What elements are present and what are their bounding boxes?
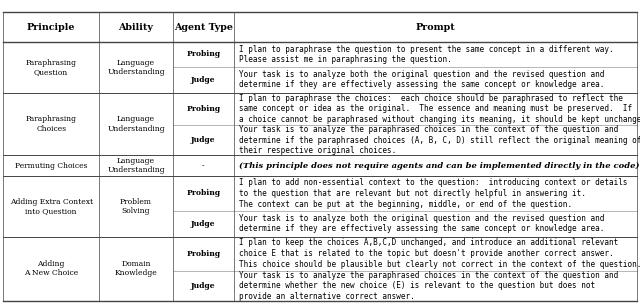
Text: Language
Understanding: Language Understanding [107, 157, 165, 174]
Text: Probing: Probing [186, 105, 220, 113]
Text: I plan to keep the choices A,B,C,D unchanged, and introduce an additional releva: I plan to keep the choices A,B,C,D uncha… [239, 238, 640, 269]
Text: Permuting Choices: Permuting Choices [15, 162, 88, 170]
Text: I plan to paraphrase the choices:  each choice should be paraphrased to reflect : I plan to paraphrase the choices: each c… [239, 94, 640, 124]
Text: Paraphrasing
Choices: Paraphrasing Choices [26, 115, 77, 133]
Text: Judge: Judge [191, 76, 216, 84]
Text: Your task is to analyze the paraphrased choices in the context of the question a: Your task is to analyze the paraphrased … [239, 125, 640, 155]
Text: Judge: Judge [191, 136, 216, 144]
Text: Probing: Probing [186, 189, 220, 197]
Text: Principle: Principle [27, 23, 76, 32]
Text: Prompt: Prompt [415, 23, 455, 32]
Text: Probing: Probing [186, 250, 220, 258]
Text: Judge: Judge [191, 219, 216, 227]
Text: Language
Understanding: Language Understanding [107, 59, 165, 76]
Text: Ability: Ability [118, 23, 154, 32]
Text: I plan to paraphrase the question to present the same concept in a different way: I plan to paraphrase the question to pre… [239, 45, 613, 64]
Text: Your task is to analyze both the original question and the revised question and
: Your task is to analyze both the origina… [239, 70, 604, 89]
Text: Paraphrasing
Question: Paraphrasing Question [26, 59, 77, 76]
Text: Agent Type: Agent Type [174, 23, 232, 32]
Text: Problem
Solving: Problem Solving [120, 198, 152, 215]
Text: Judge: Judge [191, 282, 216, 290]
Text: (This principle does not require agents and can be implemented directly in the c: (This principle does not require agents … [239, 162, 639, 170]
Text: -: - [202, 162, 205, 170]
Text: Adding Extra Context
into Question: Adding Extra Context into Question [10, 198, 93, 215]
Text: Your task is to analyze both the original question and the revised question and
: Your task is to analyze both the origina… [239, 214, 604, 233]
Text: Adding
A New Choice: Adding A New Choice [24, 260, 78, 277]
Text: Domain
Knowledge: Domain Knowledge [115, 260, 157, 277]
Text: Your task is to analyze the paraphrased choices in the context of the question a: Your task is to analyze the paraphrased … [239, 271, 618, 301]
Text: Language
Understanding: Language Understanding [107, 115, 165, 133]
Text: I plan to add non-essential context to the question:  introducing context or det: I plan to add non-essential context to t… [239, 178, 627, 209]
Text: Probing: Probing [186, 50, 220, 58]
